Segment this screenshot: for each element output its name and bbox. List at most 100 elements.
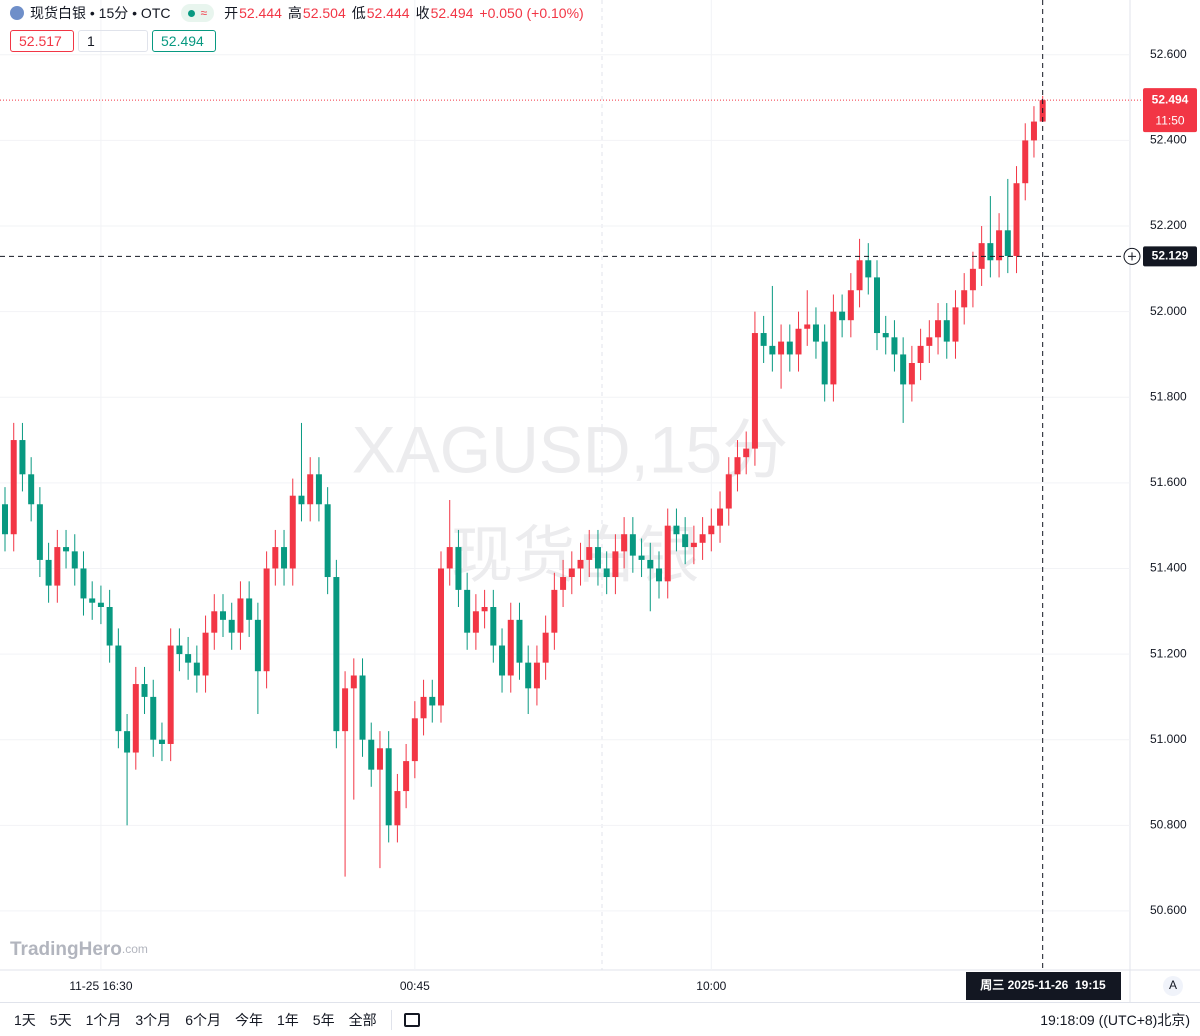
candle-body [132,684,139,753]
candle-body [560,577,567,590]
candle-body [612,551,619,578]
candle-body [385,748,392,826]
candle-body [36,504,43,560]
buy-button[interactable]: 52.494 [152,30,216,52]
candle-body [2,504,8,535]
last-price-label: 52.494 [1152,92,1189,106]
candle-body [359,675,366,740]
candle-body [1013,183,1020,256]
candle-body [1022,140,1029,184]
range-button[interactable]: 6个月 [185,1011,221,1028]
candle-body [472,611,479,633]
candle-body [647,559,654,569]
candle-body [830,311,837,385]
y-tick-label: 51.800 [1150,389,1187,403]
candle-body [900,354,907,385]
candle-body [708,525,715,535]
y-tick-label: 51.000 [1150,732,1187,746]
candle-body [926,337,933,346]
candle-body [943,320,950,342]
auto-scale-label: A [1169,978,1177,992]
candle-body [821,341,828,385]
candle-body [45,559,52,586]
watermark: XAGUSD,15分 [352,412,788,486]
candle-body [115,645,122,732]
crosshair-time-tag [966,972,1121,1000]
last-price-tag [1143,88,1197,133]
candle-body [917,345,924,364]
low-label: 低 [351,5,366,21]
candle-body [211,611,218,633]
candle-body [690,542,697,548]
candle-body [769,345,776,355]
range-button[interactable]: 今年 [234,1011,263,1028]
range-button[interactable]: 1个月 [85,1011,122,1028]
candle-body [28,474,35,505]
candle-body [621,534,628,552]
candle-body [158,739,165,744]
range-button[interactable]: 1天 [14,1011,36,1028]
candle-body [54,547,61,586]
candle-body [525,662,532,689]
range-button[interactable]: 1年 [276,1011,299,1028]
candle-body [656,568,662,582]
open-label: 开 [224,5,239,21]
candle-body [97,602,104,607]
chart: 50.600 50.800 51.000 51.200 51.400 51.600 51.8… [0,0,1200,1002]
candle-body [89,598,96,603]
range-button[interactable]: 3个月 [135,1011,172,1028]
quantity-input[interactable]: 1 [78,30,148,52]
candle-body [19,440,26,475]
logo: TradingHero.com [10,939,148,960]
legend-header: 现货白银 • 15分 • OTC ≈ 开 52.444 高 52.504 低 52.4… [10,3,590,23]
candle-body [141,684,148,697]
candle-body [464,589,471,633]
candle-body [935,320,942,338]
candle-body [272,547,279,569]
candle-body [778,341,785,355]
candle-body [237,598,244,633]
candle-body [298,495,305,505]
candle-body [420,696,427,719]
candle-body [342,688,349,732]
candle-body [568,568,575,578]
candle-body [804,324,811,329]
candle-body [987,243,994,261]
candle-body [481,606,488,612]
y-tick-label: 51.600 [1150,475,1187,489]
y-tick-label: 52.600 [1150,47,1187,61]
candle-body [455,547,462,590]
y-tick-label: 52.000 [1150,304,1187,318]
open-value: 52.444 [239,5,282,21]
candle-body [795,328,802,355]
candle-body [403,761,410,792]
status-pill[interactable]: ≈ [180,4,215,22]
candle-body [333,577,340,732]
status-dot [187,9,195,17]
candle-body [725,474,732,509]
candle-body [699,534,706,543]
candle-body [551,589,558,633]
x-tick-label: 00:45 [400,979,430,993]
candle-body [324,504,331,578]
logo-name: TradingHero [10,939,122,960]
candle-body [124,731,131,753]
range-button[interactable]: 5天 [49,1011,72,1028]
y-tick-label: 51.400 [1150,561,1187,575]
candle-body [193,662,200,676]
range-button[interactable]: 全部 [348,1011,377,1028]
date-range-icon[interactable] [403,1012,420,1027]
range-button[interactable]: 5年 [312,1011,335,1028]
candle-body [673,525,680,535]
candle-body [411,718,418,762]
candle-body [63,547,70,552]
candle-body [1030,121,1037,141]
candle-body [882,333,889,338]
sell-button[interactable]: 52.517 [10,30,74,52]
range-group: 1天 5天 1个月 3个月 6个月 今年 1年 5年 全部 [0,1010,377,1030]
candle-body [629,534,636,556]
candle-body [507,619,514,676]
symbol[interactable]: 现货白银 • 15分 • OTC [30,5,171,21]
candle-body [429,696,436,706]
